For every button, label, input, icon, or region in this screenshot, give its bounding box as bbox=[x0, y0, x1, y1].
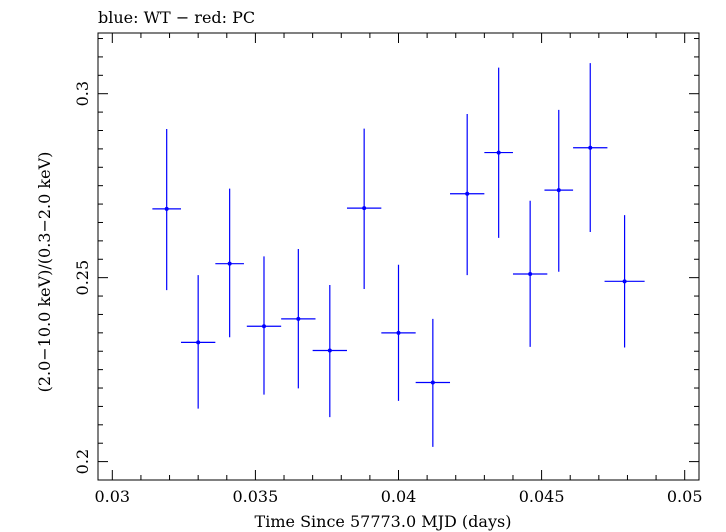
x-tick-label: 0.03 bbox=[94, 487, 130, 506]
x-axis-label: Time Since 57773.0 MJD (days) bbox=[255, 512, 512, 531]
point-marker bbox=[430, 380, 435, 385]
point-marker bbox=[396, 330, 401, 335]
x-tick-label: 0.045 bbox=[519, 487, 565, 506]
data-points bbox=[152, 63, 645, 447]
point-marker bbox=[622, 279, 627, 284]
y-axis-label: (2.0−10.0 keV)/(0.3−2.0 keV) bbox=[35, 152, 54, 393]
data-point bbox=[604, 215, 645, 348]
x-tick-label: 0.04 bbox=[381, 487, 417, 506]
data-point bbox=[312, 285, 347, 418]
plot-frame bbox=[97, 32, 700, 481]
data-point bbox=[215, 188, 244, 338]
point-marker bbox=[227, 261, 232, 266]
data-point bbox=[544, 109, 574, 272]
x-tick-label: 0.035 bbox=[232, 487, 278, 506]
y-tick-label: 0.2 bbox=[73, 449, 92, 474]
point-marker bbox=[164, 206, 169, 211]
point-marker bbox=[496, 150, 501, 155]
y-tick-label: 0.25 bbox=[73, 260, 92, 296]
data-point bbox=[512, 200, 548, 347]
data-point bbox=[381, 264, 416, 401]
data-point bbox=[484, 67, 513, 238]
axis-ticks bbox=[98, 33, 699, 481]
data-point bbox=[346, 128, 382, 290]
data-point bbox=[573, 63, 608, 233]
y-tick-label: 0.3 bbox=[73, 81, 92, 106]
point-marker bbox=[327, 348, 332, 353]
point-marker bbox=[362, 206, 367, 211]
data-point bbox=[415, 318, 451, 447]
point-marker bbox=[196, 340, 201, 345]
x-tick-label: 0.05 bbox=[667, 487, 703, 506]
point-marker bbox=[528, 271, 533, 276]
chart-title: blue: WT − red: PC bbox=[98, 8, 255, 27]
point-marker bbox=[261, 324, 266, 329]
data-point bbox=[450, 113, 485, 276]
axis-tick-labels: 0.03 0.035 0.04 0.045 0.05 0.2 0.25 0.3 bbox=[73, 81, 703, 506]
point-marker bbox=[588, 145, 593, 150]
data-point bbox=[180, 275, 216, 409]
data-point bbox=[281, 248, 316, 389]
point-marker bbox=[296, 316, 301, 321]
data-point bbox=[152, 129, 181, 291]
point-marker bbox=[556, 188, 561, 193]
data-point bbox=[246, 256, 282, 395]
point-marker bbox=[465, 191, 470, 196]
